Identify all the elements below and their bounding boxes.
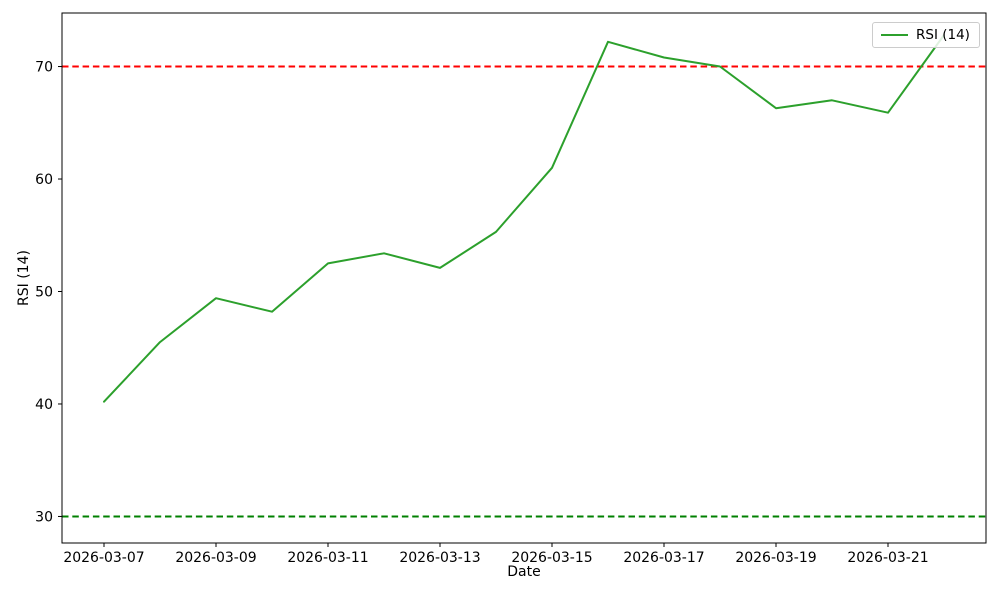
plot-border	[61, 12, 987, 544]
y-tick-label: 70	[35, 59, 53, 75]
legend: RSI (14)	[872, 22, 980, 48]
x-tick-label: 2026-03-13	[399, 550, 480, 566]
x-tick-label: 2026-03-19	[735, 550, 816, 566]
x-tick-label: 2026-03-15	[511, 550, 592, 566]
y-tick-label: 40	[35, 397, 53, 413]
x-tick-label: 2026-03-09	[175, 550, 256, 566]
legend-label: RSI (14)	[916, 27, 970, 43]
x-axis-title: Date	[507, 564, 541, 580]
rsi-series-line	[103, 34, 945, 403]
y-axis-title: RSI (14)	[16, 250, 32, 306]
y-tick-label: 30	[35, 509, 53, 525]
x-tick-label: 2026-03-11	[287, 550, 368, 566]
legend-line-sample-icon	[881, 34, 908, 36]
y-tick-label: 60	[35, 172, 53, 188]
y-tick-label: 50	[35, 284, 53, 300]
x-tick-label: 2026-03-21	[847, 550, 928, 566]
x-tick-label: 2026-03-07	[63, 550, 144, 566]
x-tick-label: 2026-03-17	[623, 550, 704, 566]
